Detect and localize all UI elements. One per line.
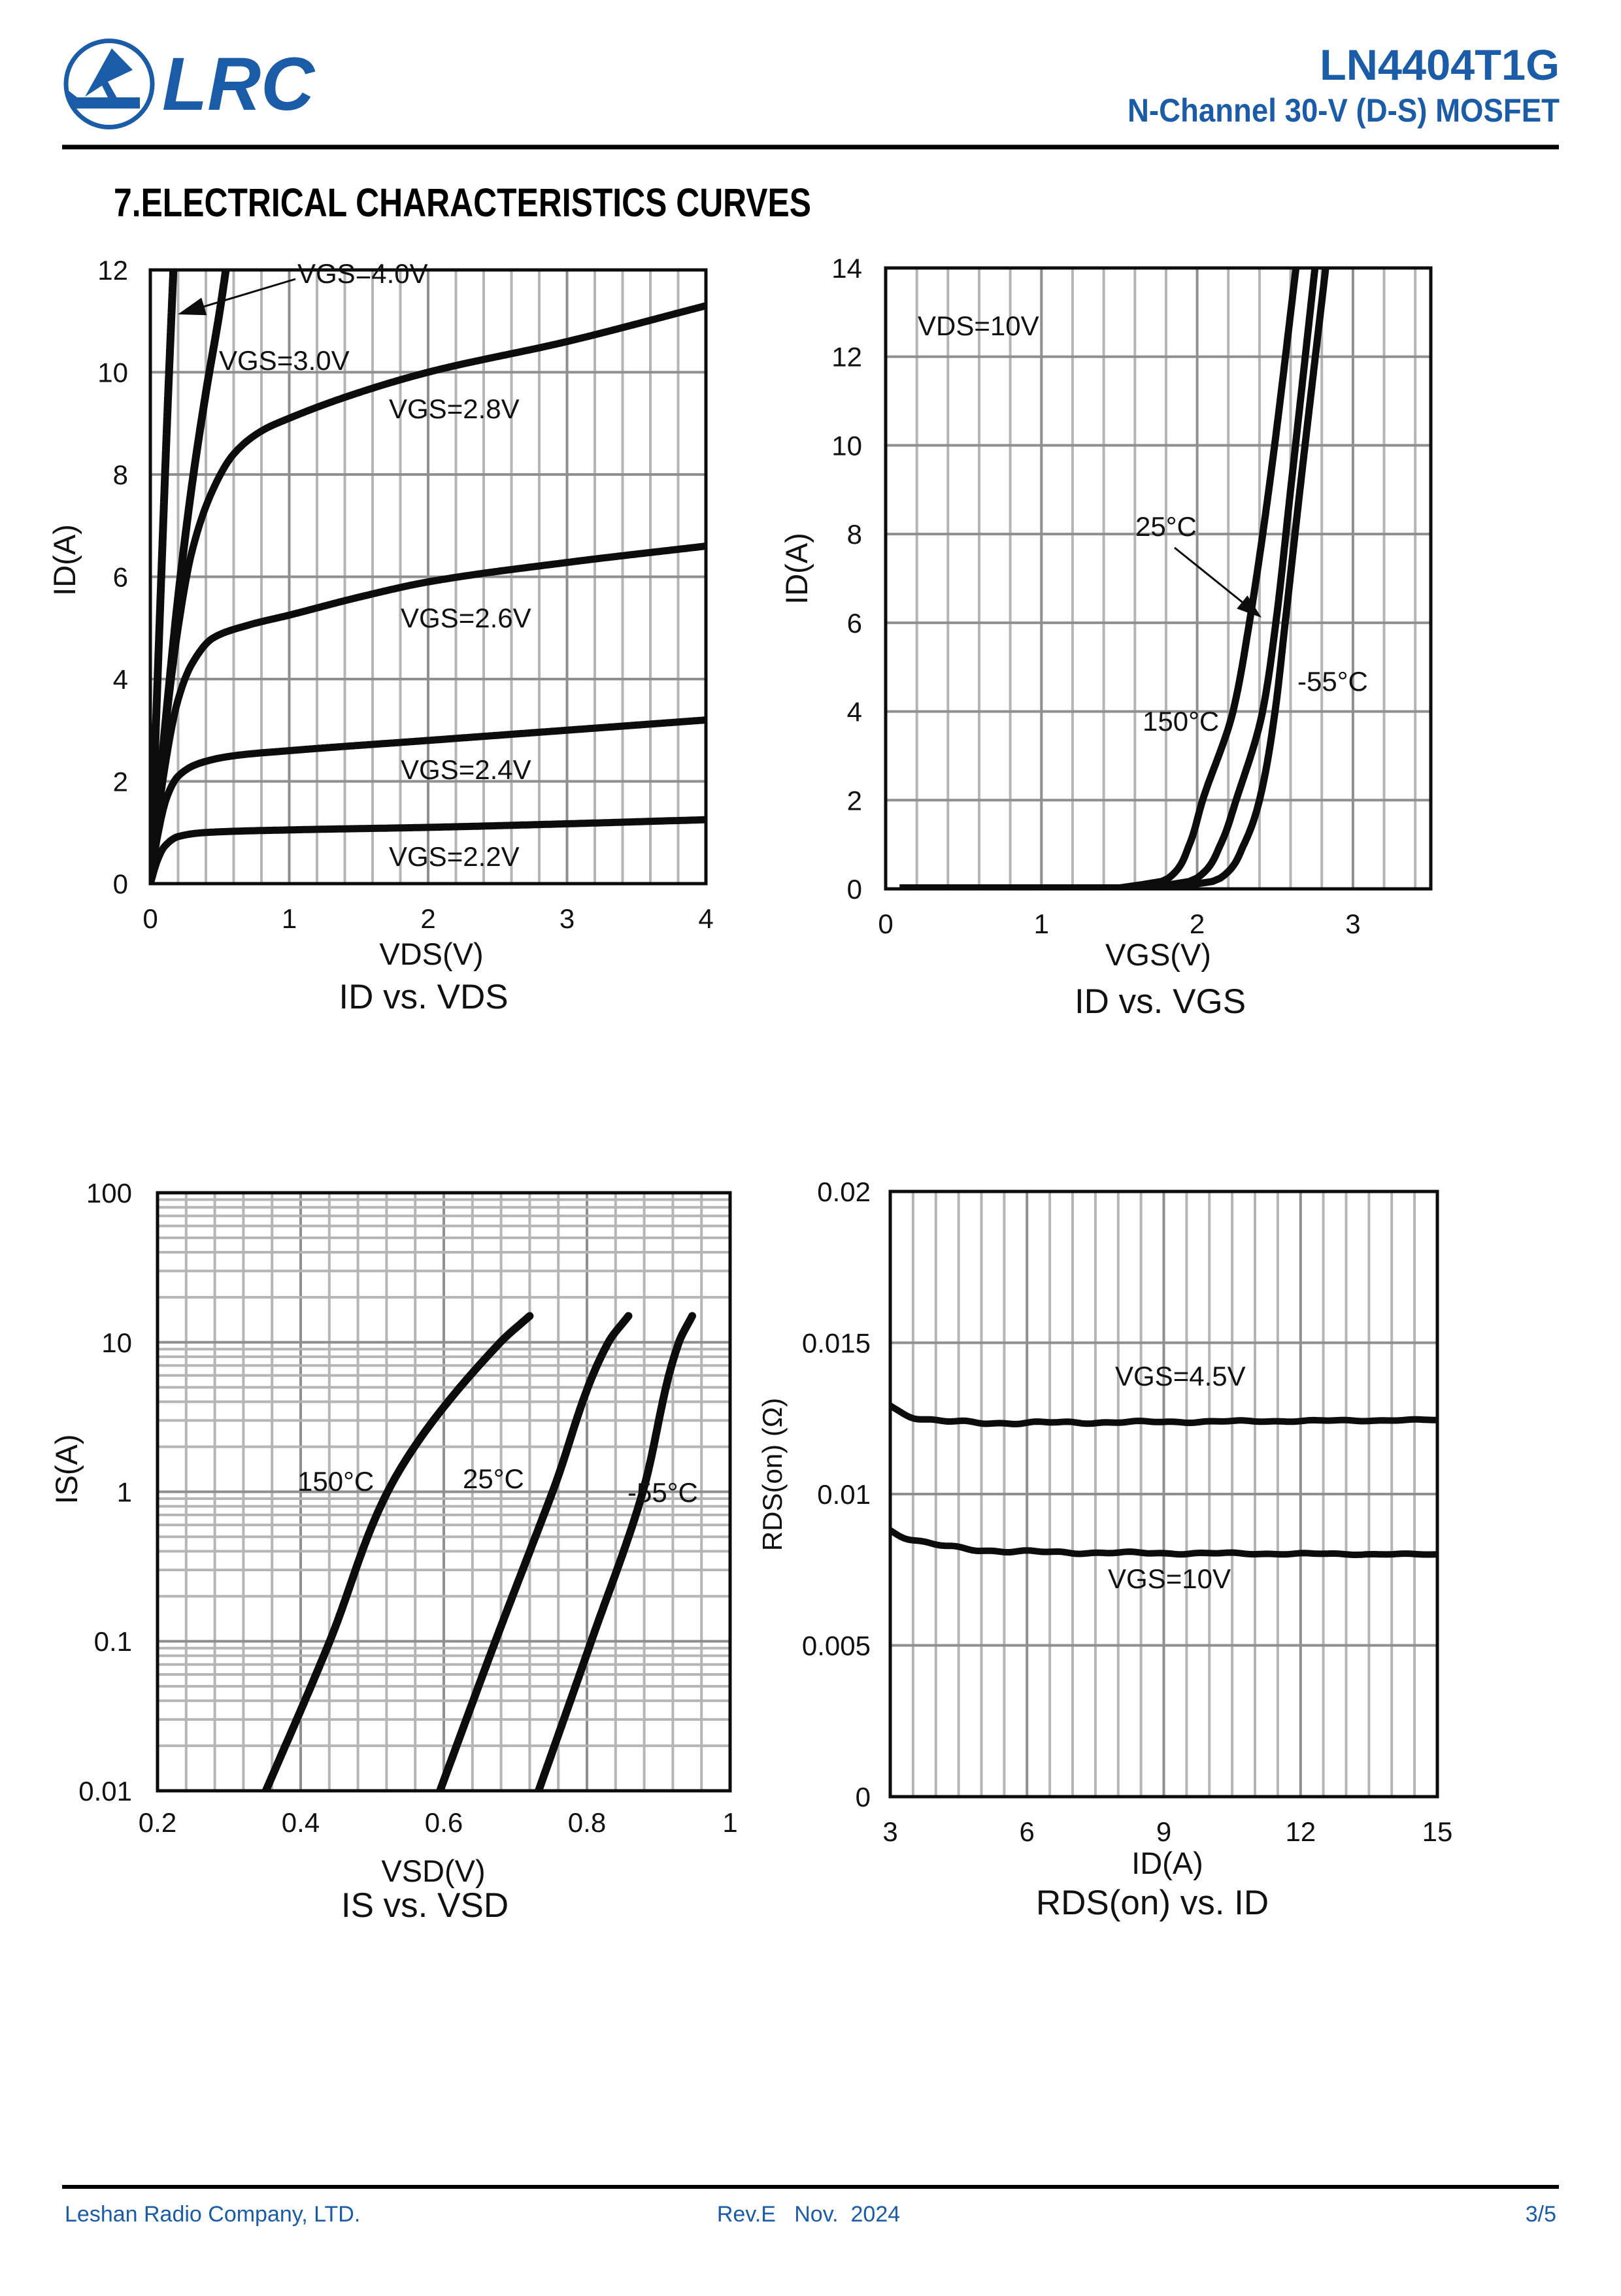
svg-text:VGS=10V: VGS=10V xyxy=(1108,1563,1231,1594)
svg-text:VGS=2.8V: VGS=2.8V xyxy=(389,393,520,424)
svg-text:VGS=2.4V: VGS=2.4V xyxy=(401,754,531,785)
svg-text:RDS(on) (Ω): RDS(on) (Ω) xyxy=(757,1398,788,1551)
svg-text:0.01: 0.01 xyxy=(78,1776,132,1806)
svg-text:-55°C: -55°C xyxy=(627,1477,698,1508)
svg-text:VGS=3.0V: VGS=3.0V xyxy=(219,345,350,376)
svg-text:0: 0 xyxy=(878,908,893,939)
svg-text:3: 3 xyxy=(1345,908,1360,939)
svg-text:25°C: 25°C xyxy=(463,1463,524,1494)
svg-text:10: 10 xyxy=(101,1327,132,1358)
svg-text:0.6: 0.6 xyxy=(425,1807,463,1838)
svg-text:0.005: 0.005 xyxy=(802,1631,871,1661)
svg-text:0.02: 0.02 xyxy=(817,1176,871,1207)
svg-text:0.8: 0.8 xyxy=(568,1807,606,1838)
svg-text:14: 14 xyxy=(831,253,862,284)
svg-text:25°C: 25°C xyxy=(1135,511,1197,542)
svg-text:1: 1 xyxy=(117,1477,132,1508)
svg-text:2: 2 xyxy=(113,767,128,797)
svg-text:ID vs. VGS: ID vs. VGS xyxy=(1075,982,1246,1021)
svg-text:6: 6 xyxy=(847,608,862,639)
svg-text:12: 12 xyxy=(1285,1816,1316,1847)
svg-text:-55°C: -55°C xyxy=(1297,666,1368,697)
svg-text:10: 10 xyxy=(97,358,128,388)
svg-text:ID vs. VDS: ID vs. VDS xyxy=(339,978,508,1016)
svg-text:2: 2 xyxy=(847,785,862,816)
svg-text:0: 0 xyxy=(113,869,128,899)
svg-text:0.1: 0.1 xyxy=(94,1626,132,1657)
svg-text:3/5: 3/5 xyxy=(1526,2202,1556,2227)
svg-text:VGS(V): VGS(V) xyxy=(1105,937,1211,972)
svg-text:VGS=4.5V: VGS=4.5V xyxy=(1115,1361,1246,1391)
svg-text:IS(A): IS(A) xyxy=(49,1434,84,1504)
svg-text:0.2: 0.2 xyxy=(139,1807,176,1838)
svg-text:150°C: 150°C xyxy=(297,1466,374,1497)
svg-text:ID(A): ID(A) xyxy=(1131,1846,1203,1880)
svg-text:4: 4 xyxy=(847,697,862,727)
svg-text:VGS=4.0V: VGS=4.0V xyxy=(297,258,428,289)
svg-text:6: 6 xyxy=(1020,1816,1035,1847)
svg-text:1: 1 xyxy=(722,1807,737,1838)
svg-text:RDS(on) vs. ID: RDS(on) vs. ID xyxy=(1036,1884,1269,1922)
svg-text:VGS=2.6V: VGS=2.6V xyxy=(401,603,531,633)
svg-text:ID(A): ID(A) xyxy=(779,533,814,605)
svg-text:0: 0 xyxy=(856,1782,871,1812)
svg-text:7.ELECTRICAL CHARACTERISTICS C: 7.ELECTRICAL CHARACTERISTICS CURVES xyxy=(114,180,811,225)
svg-text:3: 3 xyxy=(882,1816,897,1847)
svg-text:VGS=2.2V: VGS=2.2V xyxy=(389,841,520,872)
svg-text:IS vs. VSD: IS vs. VSD xyxy=(341,1886,509,1925)
svg-text:VSD(V): VSD(V) xyxy=(381,1854,485,1888)
svg-text:VDS=10V: VDS=10V xyxy=(918,310,1039,341)
svg-text:15: 15 xyxy=(1422,1816,1453,1847)
svg-text:1: 1 xyxy=(1034,908,1049,939)
svg-text:9: 9 xyxy=(1156,1816,1171,1847)
svg-text:0: 0 xyxy=(847,874,862,905)
svg-text:ID(A): ID(A) xyxy=(47,524,82,596)
svg-text:VDS(V): VDS(V) xyxy=(379,937,483,971)
svg-text:Leshan Radio Company, LTD.: Leshan Radio Company, LTD. xyxy=(65,2202,360,2227)
svg-text:0: 0 xyxy=(142,903,158,934)
svg-text:8: 8 xyxy=(113,459,128,490)
svg-text:0.4: 0.4 xyxy=(282,1807,320,1838)
svg-text:4: 4 xyxy=(698,903,713,934)
svg-text:6: 6 xyxy=(113,562,128,593)
svg-text:0.015: 0.015 xyxy=(802,1328,871,1359)
svg-text:1: 1 xyxy=(282,903,297,934)
svg-text:3: 3 xyxy=(560,903,575,934)
svg-text:10: 10 xyxy=(831,430,862,461)
svg-text:N-Channel 30-V (D-S) MOSFET: N-Channel 30-V (D-S) MOSFET xyxy=(1128,92,1560,129)
svg-text:LN4404T1G: LN4404T1G xyxy=(1320,41,1560,89)
svg-text:4: 4 xyxy=(113,664,128,695)
svg-text:12: 12 xyxy=(831,342,862,373)
svg-text:150°C: 150°C xyxy=(1143,706,1219,737)
svg-text:0.01: 0.01 xyxy=(817,1479,871,1510)
svg-text:2: 2 xyxy=(1190,908,1205,939)
svg-text:2: 2 xyxy=(420,903,435,934)
svg-text:8: 8 xyxy=(847,519,862,550)
svg-text:Rev.E Nov. 2024: Rev.E Nov. 2024 xyxy=(717,2202,900,2227)
svg-text:100: 100 xyxy=(86,1178,132,1208)
svg-text:12: 12 xyxy=(97,255,128,286)
svg-text:LRC: LRC xyxy=(162,42,316,126)
